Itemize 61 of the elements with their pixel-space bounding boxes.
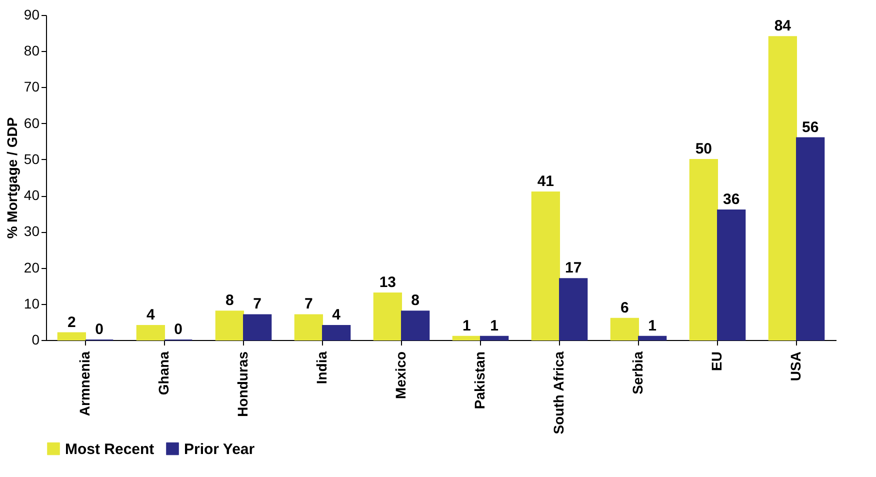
data-label: 13	[379, 274, 396, 292]
data-label: 0	[174, 321, 182, 338]
data-label: 84	[774, 18, 792, 35]
data-label: 4	[332, 306, 342, 324]
bar	[136, 325, 165, 340]
legend-label: Most Recent	[65, 440, 154, 458]
data-label: 36	[722, 191, 740, 208]
data-label: 8	[226, 292, 234, 310]
data-label: 7	[253, 296, 262, 313]
bar	[57, 332, 86, 340]
bar	[768, 36, 797, 340]
bar	[215, 310, 244, 340]
bar	[401, 310, 430, 340]
data-label: 1	[462, 317, 471, 334]
y-tick-label: 0	[32, 332, 40, 348]
data-label: 1	[490, 317, 498, 334]
bar	[373, 292, 402, 340]
x-tick-label: South Africa	[550, 351, 566, 434]
data-label: 2	[68, 314, 76, 331]
bar	[480, 336, 509, 340]
data-label: 1	[648, 317, 656, 334]
bar	[717, 210, 746, 340]
x-tick-label: Ghana	[156, 351, 172, 396]
data-label: 7	[304, 296, 313, 313]
x-tick-label: Armnenia	[76, 351, 92, 416]
bar	[322, 325, 351, 340]
bar	[796, 137, 825, 340]
bar	[610, 318, 639, 340]
data-label: 41	[537, 172, 554, 190]
data-label: 6	[620, 299, 629, 316]
data-label: 0	[95, 321, 104, 338]
data-label: 56	[802, 118, 819, 136]
data-label: 8	[411, 292, 420, 310]
y-tick-label: 20	[24, 259, 40, 276]
y-tick-label: 90	[24, 6, 40, 22]
bar	[531, 191, 560, 340]
bar	[452, 336, 481, 340]
x-tick-label: USA	[788, 352, 804, 382]
y-tick-label: 60	[24, 114, 40, 131]
x-tick-label: Mexico	[392, 352, 408, 399]
y-tick-label: 10	[24, 295, 40, 312]
x-tick-label: EU	[708, 352, 724, 371]
legend-label: Prior Year	[184, 440, 255, 458]
bar	[689, 158, 718, 340]
bar	[559, 278, 588, 340]
y-tick-label: 40	[24, 187, 40, 204]
y-tick-label: 50	[24, 150, 40, 167]
bar	[294, 314, 323, 340]
y-tick-label: 30	[24, 223, 40, 240]
bar	[638, 336, 667, 340]
x-tick-label: Honduras	[234, 351, 250, 417]
data-label: 4	[146, 306, 156, 324]
y-tick-label: 80	[24, 42, 40, 59]
x-tick-label: India	[314, 351, 330, 384]
x-tick-label: Serbia	[630, 351, 646, 394]
y-tick-label: 70	[24, 78, 40, 95]
data-label: 50	[695, 140, 712, 158]
data-label: 17	[564, 260, 582, 277]
y-axis-title: % Mortgage / GDP	[4, 117, 20, 239]
bar	[243, 314, 272, 340]
x-tick-label: Pakistan	[472, 352, 488, 410]
